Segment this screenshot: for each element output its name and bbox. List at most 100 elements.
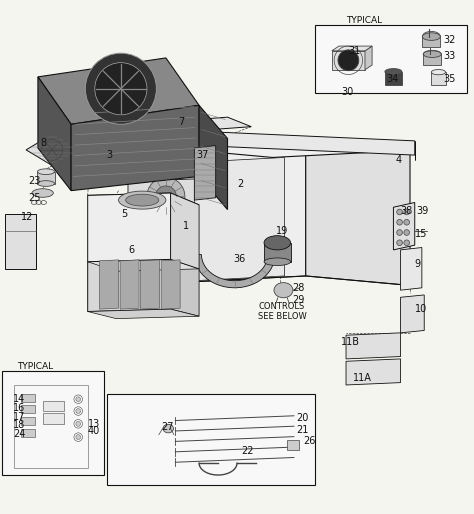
Bar [422,36,440,47]
Circle shape [155,186,176,207]
Bar [14,385,88,468]
Circle shape [76,421,81,426]
Circle shape [397,240,402,246]
Circle shape [397,230,402,235]
Text: 40: 40 [88,427,100,436]
Bar [315,25,467,94]
Polygon shape [201,132,415,155]
Circle shape [404,219,410,225]
Bar [43,413,64,424]
Text: 11B: 11B [341,337,360,347]
Text: 5: 5 [121,209,127,219]
Polygon shape [100,260,118,309]
Polygon shape [164,122,187,136]
Ellipse shape [126,194,159,206]
Polygon shape [38,77,71,191]
Polygon shape [194,145,216,200]
Bar [21,406,35,413]
Text: 37: 37 [197,150,209,160]
Polygon shape [168,141,306,283]
Circle shape [147,177,185,215]
Text: 30: 30 [341,87,354,97]
Text: 7: 7 [178,117,184,127]
Ellipse shape [422,31,440,42]
Polygon shape [88,193,199,207]
Text: 35: 35 [443,74,456,84]
Polygon shape [365,46,372,70]
Polygon shape [88,309,199,319]
Polygon shape [194,254,275,288]
Polygon shape [199,105,228,210]
Text: 6: 6 [128,245,134,255]
Polygon shape [38,58,199,124]
Polygon shape [168,141,410,157]
Bar [385,71,402,85]
Text: 17: 17 [13,412,25,422]
Polygon shape [194,157,284,281]
Polygon shape [346,359,401,385]
Polygon shape [128,179,199,214]
Ellipse shape [274,283,293,298]
Ellipse shape [431,69,446,75]
Text: 10: 10 [415,304,427,314]
Text: 24: 24 [13,429,25,439]
Text: 14: 14 [13,394,25,404]
Text: 25: 25 [28,193,41,203]
Polygon shape [401,295,424,333]
Bar [287,440,299,450]
Text: SEE BELOW: SEE BELOW [258,312,307,321]
Ellipse shape [118,191,166,209]
Ellipse shape [163,425,173,433]
Polygon shape [171,193,199,269]
Text: 33: 33 [443,50,456,61]
Text: 15: 15 [415,229,427,239]
Bar [107,394,315,485]
Bar [37,172,55,183]
Circle shape [397,219,402,225]
Text: 22: 22 [242,446,254,456]
Polygon shape [88,260,199,271]
Ellipse shape [37,181,55,187]
Bar [21,417,35,425]
Text: 18: 18 [13,420,25,430]
Circle shape [76,409,81,413]
Text: 36: 36 [233,254,246,264]
Text: 1: 1 [182,221,189,231]
Text: TYPICAL: TYPICAL [346,16,382,26]
Text: TYPICAL: TYPICAL [17,361,53,371]
Ellipse shape [32,189,53,197]
Polygon shape [401,248,422,290]
Text: 20: 20 [296,413,309,423]
Text: 13: 13 [88,419,100,429]
Text: 21: 21 [296,425,309,435]
Text: 2: 2 [237,178,243,189]
Text: 8: 8 [40,138,46,148]
Text: 32: 32 [443,35,456,45]
Bar [423,54,441,65]
Text: 34: 34 [386,74,399,84]
Text: 38: 38 [401,206,413,215]
Text: 26: 26 [303,436,316,446]
Circle shape [76,397,81,401]
Text: 3: 3 [107,150,113,160]
Circle shape [404,209,410,215]
Circle shape [404,230,410,235]
Polygon shape [120,260,139,309]
Ellipse shape [385,68,402,75]
Text: 9: 9 [415,259,421,269]
Polygon shape [88,193,171,262]
Text: CONTROLS: CONTROLS [258,302,305,311]
Polygon shape [161,260,180,309]
Polygon shape [332,46,372,51]
Text: 19: 19 [276,226,288,236]
Ellipse shape [423,51,441,58]
Polygon shape [88,260,171,311]
Polygon shape [141,260,160,309]
Bar [2,371,104,475]
Bar [21,429,35,437]
Ellipse shape [37,169,55,175]
Polygon shape [164,117,251,132]
Bar [21,394,35,401]
Polygon shape [26,134,78,166]
Text: 28: 28 [292,283,305,293]
